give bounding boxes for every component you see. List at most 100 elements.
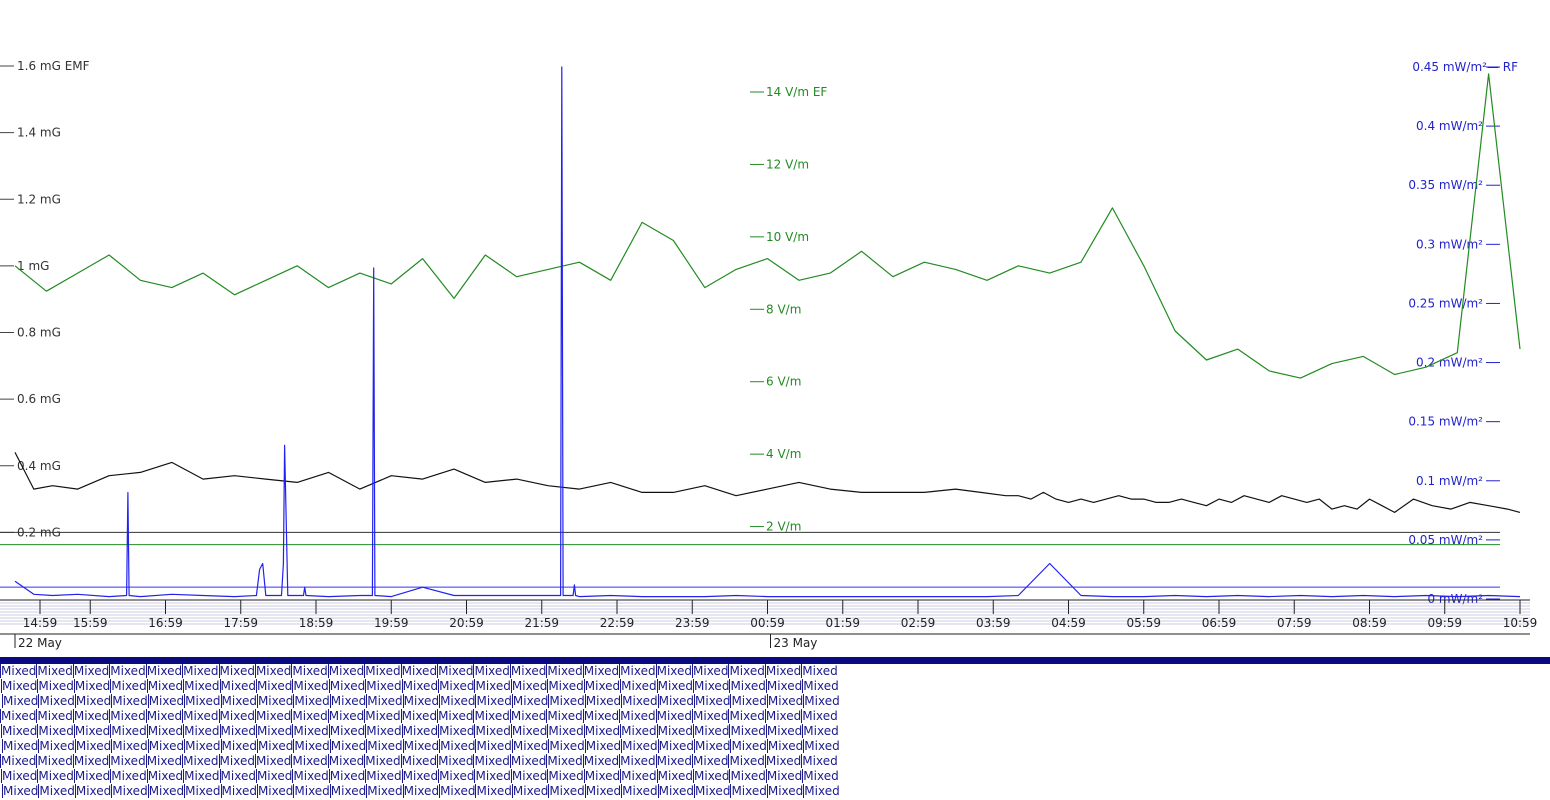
ef-tick-label: 6 V/m bbox=[766, 375, 801, 389]
mixed-label: Mixed bbox=[475, 784, 512, 798]
mixed-label: Mixed bbox=[329, 694, 367, 708]
mixed-label: Mixed bbox=[582, 709, 620, 723]
mixed-label: Mixed bbox=[147, 739, 185, 753]
mixed-label: Mixed bbox=[38, 739, 75, 753]
mixed-label: Mixed bbox=[437, 754, 474, 768]
mixed-label: Mixed bbox=[402, 694, 440, 708]
mixed-label: Mixed bbox=[692, 664, 729, 678]
mixed-label: Mixed bbox=[547, 769, 584, 783]
mixed-label: Mixed bbox=[38, 694, 75, 708]
mixed-label: Mixed bbox=[2, 739, 39, 753]
mixed-label: Mixed bbox=[292, 769, 329, 783]
mixed-label: Mixed bbox=[619, 754, 656, 768]
mixed-label: Mixed bbox=[801, 754, 838, 768]
mixed-label: Mixed bbox=[328, 679, 366, 693]
mixed-label: Mixed bbox=[693, 679, 730, 693]
mixed-label: Mixed bbox=[293, 784, 330, 798]
mixed-label: Mixed bbox=[582, 664, 620, 678]
mixed-label: Mixed bbox=[146, 769, 184, 783]
x-tick-label: 05:59 bbox=[1126, 616, 1161, 630]
mixed-label: Mixed bbox=[218, 754, 255, 768]
mixed-label: Mixed bbox=[1, 724, 38, 738]
emf-tick-label: 1 mG bbox=[17, 259, 49, 273]
mixed-label: Mixed bbox=[438, 679, 475, 693]
mixed-label: Mixed bbox=[37, 724, 74, 738]
mixed-label: Mixed bbox=[327, 709, 365, 723]
mixed-label: Mixed bbox=[728, 709, 765, 723]
mixed-label: Mixed bbox=[2, 784, 39, 798]
mixed-label: Mixed bbox=[764, 754, 802, 768]
mixed-label: Mixed bbox=[400, 709, 438, 723]
mixed-scroll-bar[interactable] bbox=[0, 657, 1550, 666]
rf-tick-label: 0 mW/m² bbox=[1427, 592, 1483, 606]
mixed-label: Mixed bbox=[1, 769, 38, 783]
mixed-label: Mixed bbox=[621, 784, 658, 798]
mixed-label: Mixed bbox=[254, 754, 292, 768]
mixed-label: Mixed bbox=[546, 709, 583, 723]
mixed-label: Mixed bbox=[765, 679, 803, 693]
rf-tick-label: 0.25 mW/m² bbox=[1408, 296, 1483, 310]
mixed-label: Mixed bbox=[694, 739, 731, 753]
emf-tick-label: 0.6 mG bbox=[17, 392, 61, 406]
mixed-label: Mixed bbox=[2, 694, 39, 708]
emf-tick-label: 1.4 mG bbox=[17, 126, 61, 140]
mixed-label: Mixed bbox=[182, 709, 219, 723]
x-tick-label: 10:59 bbox=[1503, 616, 1538, 630]
mixed-label: Mixed bbox=[38, 784, 75, 798]
x-tick-label: 02:59 bbox=[901, 616, 936, 630]
mixed-label: Mixed bbox=[111, 784, 148, 798]
mixed-label: Mixed bbox=[327, 754, 365, 768]
mixed-label: Mixed bbox=[37, 679, 74, 693]
mixed-label: Mixed bbox=[329, 784, 367, 798]
mixed-label: Mixed bbox=[291, 754, 328, 768]
mixed-label: Mixed bbox=[548, 784, 585, 798]
ef-tick-label: 12 V/m bbox=[766, 157, 809, 171]
mixed-label: Mixed bbox=[474, 724, 511, 738]
mixed-label: Mixed bbox=[801, 664, 838, 678]
mixed-label: Mixed bbox=[801, 709, 838, 723]
mixed-label: Mixed bbox=[475, 694, 512, 708]
mixed-label: Mixed bbox=[546, 664, 583, 678]
mixed-row: MixedMixedMixedMixedMixedMixedMixedMixed… bbox=[1, 679, 839, 694]
mixed-label: Mixed bbox=[218, 709, 255, 723]
mixed-label: Mixed bbox=[364, 664, 401, 678]
mixed-label: Mixed bbox=[803, 784, 840, 798]
mixed-label: Mixed bbox=[620, 724, 657, 738]
mixed-label: Mixed bbox=[36, 754, 73, 768]
x-tick-label: 14:59 bbox=[23, 616, 58, 630]
mixed-label: Mixed bbox=[256, 694, 294, 708]
mixed-label: Mixed bbox=[365, 769, 402, 783]
emf-ef-rf-line-chart: 1.6 mG EMF 1.4 mG 1.2 mG 1 mG 0.8 mG 0.6 mG 0.… bbox=[0, 59, 1538, 650]
mixed-label: Mixed bbox=[182, 664, 219, 678]
mixed-label: Mixed bbox=[619, 709, 656, 723]
mixed-label: Mixed bbox=[219, 724, 256, 738]
emf-tick-label: 1.2 mG bbox=[17, 192, 61, 206]
mixed-label: Mixed bbox=[802, 769, 839, 783]
mixed-label: Mixed bbox=[582, 754, 620, 768]
mixed-label: Mixed bbox=[475, 739, 512, 753]
mixed-label: Mixed bbox=[183, 724, 220, 738]
mixed-label: Mixed bbox=[146, 679, 184, 693]
mixed-label: Mixed bbox=[655, 664, 693, 678]
mixed-label: Mixed bbox=[766, 739, 804, 753]
mixed-label: Mixed bbox=[655, 754, 693, 768]
mixed-label: Mixed bbox=[730, 694, 767, 708]
x-tick-label: 00:59 bbox=[750, 616, 785, 630]
rf-tick-label: 0.35 mW/m² bbox=[1408, 178, 1483, 192]
mixed-label: Mixed bbox=[293, 739, 330, 753]
mixed-label: Mixed bbox=[366, 694, 403, 708]
date-label: 22 May bbox=[18, 636, 62, 650]
mixed-label: Mixed bbox=[803, 694, 840, 708]
mixed-label: Mixed bbox=[72, 664, 110, 678]
mixed-label: Mixed bbox=[366, 739, 403, 753]
x-tick-label: 20:59 bbox=[449, 616, 484, 630]
mixed-label: Mixed bbox=[656, 679, 694, 693]
mixed-label: Mixed bbox=[327, 664, 365, 678]
mixed-row: MixedMixedMixedMixedMixedMixedMixedMixed… bbox=[0, 754, 838, 769]
mixed-label: Mixed bbox=[474, 679, 511, 693]
mixed-label: Mixed bbox=[401, 769, 439, 783]
x-tick-label: 17:59 bbox=[223, 616, 258, 630]
mixed-label: Mixed bbox=[547, 724, 584, 738]
mixed-label: Mixed bbox=[111, 739, 148, 753]
mixed-row: MixedMixedMixedMixedMixedMixedMixedMixed… bbox=[2, 739, 840, 754]
